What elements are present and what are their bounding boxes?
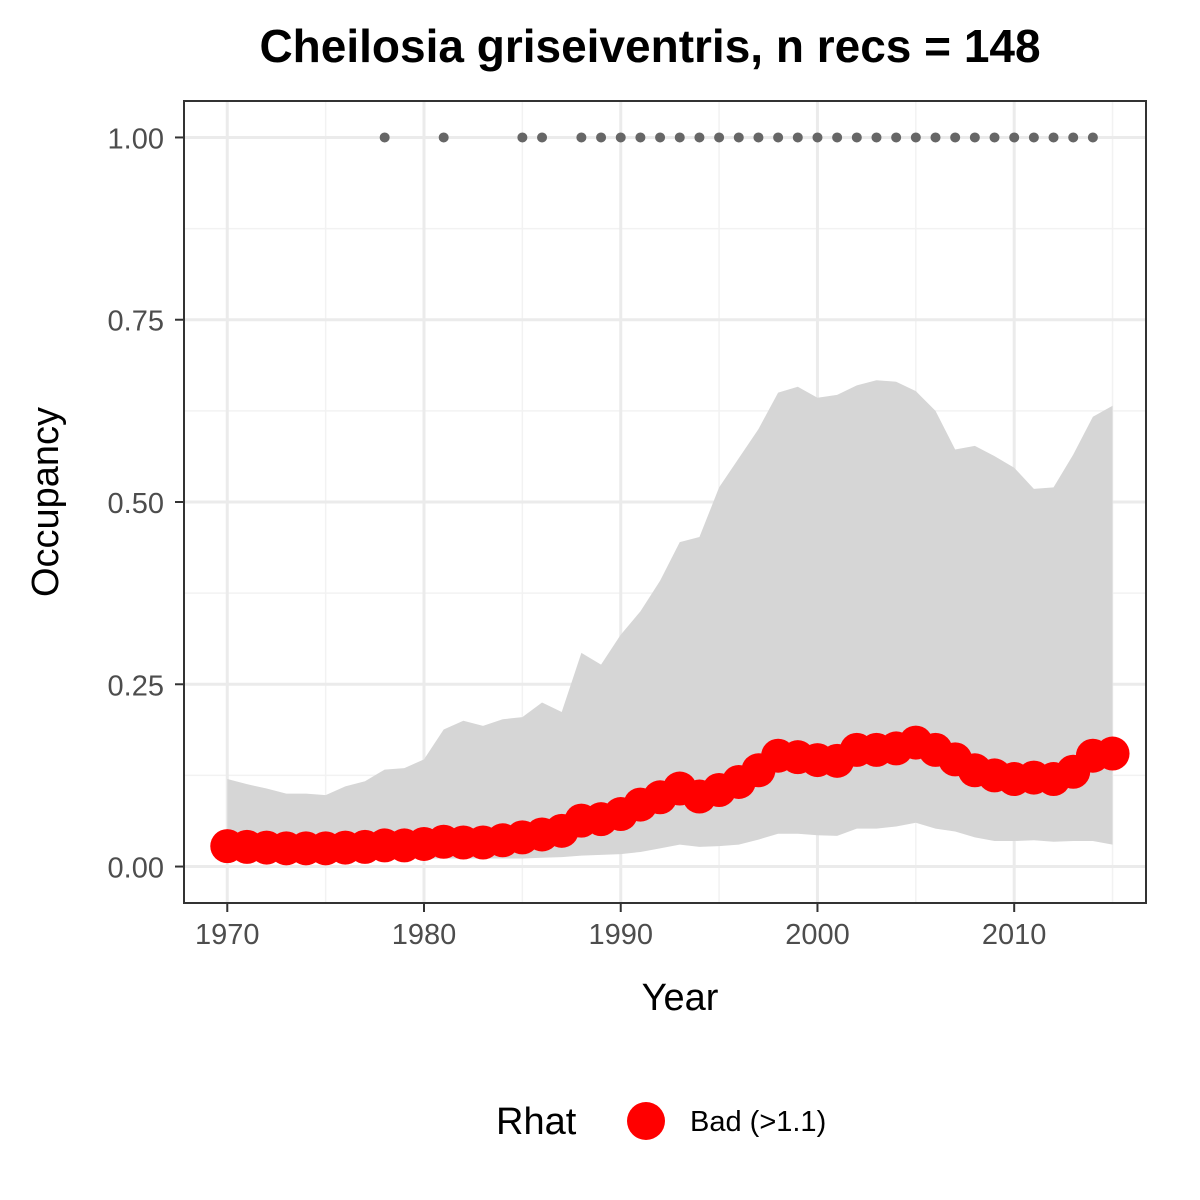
record-points — [379, 132, 1098, 143]
record-point — [733, 132, 744, 143]
legend: Rhat Bad (>1.1) — [496, 1101, 826, 1143]
x-axis: 1970 1980 1990 2000 2010 — [195, 903, 1046, 951]
occupancy-series — [210, 725, 1130, 866]
chart-title: Cheilosia griseiventris, n recs = 148 — [259, 20, 1040, 72]
record-point — [615, 132, 626, 143]
record-point — [1048, 132, 1059, 143]
y-axis-title: Occupancy — [25, 407, 67, 597]
record-point — [812, 132, 823, 143]
y-tick-label: 1.00 — [108, 123, 164, 155]
x-axis-title: Year — [642, 977, 719, 1019]
record-point — [576, 132, 587, 143]
legend-label-bad: Bad (>1.1) — [690, 1106, 826, 1138]
record-point — [891, 132, 902, 143]
record-point — [1009, 132, 1020, 143]
legend-title: Rhat — [496, 1101, 577, 1143]
record-point — [792, 132, 803, 143]
record-point — [635, 132, 646, 143]
record-point — [1068, 132, 1079, 143]
data-point — [1095, 736, 1130, 771]
x-tick-label: 2010 — [982, 919, 1047, 951]
record-point — [1087, 132, 1098, 143]
record-point — [989, 132, 1000, 143]
record-point — [851, 132, 862, 143]
x-tick-label: 1990 — [588, 919, 653, 951]
record-point — [1028, 132, 1039, 143]
x-tick-label: 2000 — [785, 919, 850, 951]
record-point — [674, 132, 685, 143]
record-point — [537, 132, 548, 143]
record-point — [596, 132, 607, 143]
record-point — [930, 132, 941, 143]
record-point — [753, 132, 764, 143]
record-point — [910, 132, 921, 143]
record-point — [694, 132, 705, 143]
x-tick-label: 1980 — [392, 919, 457, 951]
record-point — [714, 132, 725, 143]
y-tick-label: 0.50 — [108, 488, 164, 520]
y-tick-label: 0.25 — [108, 670, 164, 702]
legend-key-bad — [627, 1102, 665, 1140]
record-point — [832, 132, 843, 143]
record-point — [379, 132, 390, 143]
record-point — [517, 132, 528, 143]
record-point — [773, 132, 784, 143]
y-axis: 0.00 0.25 0.50 0.75 1.00 — [108, 123, 184, 885]
record-point — [969, 132, 980, 143]
x-tick-label: 1970 — [195, 919, 260, 951]
y-tick-label: 0.75 — [108, 306, 164, 338]
record-point — [655, 132, 666, 143]
record-point — [871, 132, 882, 143]
y-tick-label: 0.00 — [108, 853, 164, 885]
record-point — [438, 132, 449, 143]
record-point — [950, 132, 961, 143]
